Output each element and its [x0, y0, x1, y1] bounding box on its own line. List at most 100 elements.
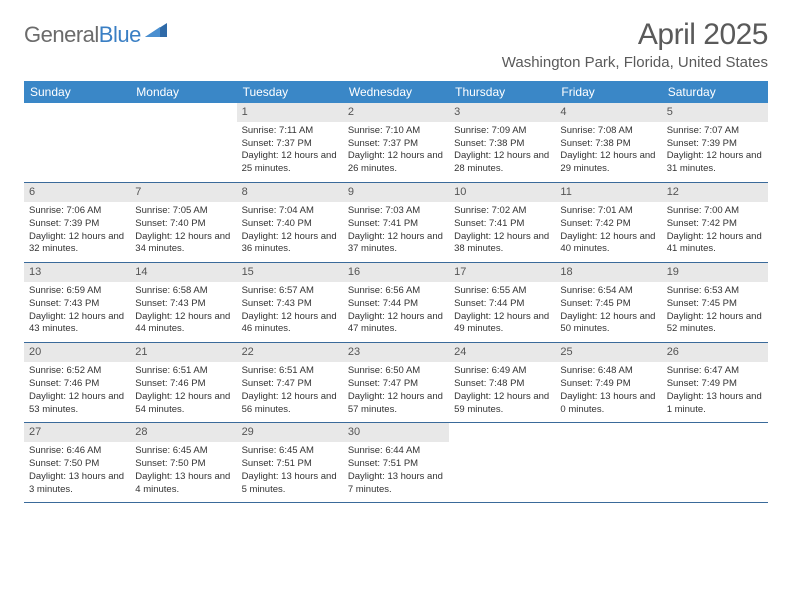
week-row: 6Sunrise: 7:06 AMSunset: 7:39 PMDaylight…	[24, 183, 768, 263]
day-cell: 6Sunrise: 7:06 AMSunset: 7:39 PMDaylight…	[24, 183, 130, 262]
day-body: Sunrise: 6:53 AMSunset: 7:45 PMDaylight:…	[662, 282, 768, 342]
day-cell: 2Sunrise: 7:10 AMSunset: 7:37 PMDaylight…	[343, 103, 449, 182]
day-cell: 30Sunrise: 6:44 AMSunset: 7:51 PMDayligh…	[343, 423, 449, 502]
day-number: 9	[343, 183, 449, 202]
daylight-line: Daylight: 12 hours and 43 minutes.	[29, 311, 125, 337]
day-header-cell: Wednesday	[343, 81, 449, 103]
day-cell: 23Sunrise: 6:50 AMSunset: 7:47 PMDayligh…	[343, 343, 449, 422]
day-header-cell: Monday	[130, 81, 236, 103]
day-cell: 28Sunrise: 6:45 AMSunset: 7:50 PMDayligh…	[130, 423, 236, 502]
sunrise-line: Sunrise: 7:10 AM	[348, 125, 444, 138]
day-body: Sunrise: 6:50 AMSunset: 7:47 PMDaylight:…	[343, 362, 449, 422]
sunset-line: Sunset: 7:39 PM	[667, 138, 763, 151]
sunset-line: Sunset: 7:47 PM	[348, 378, 444, 391]
day-body: Sunrise: 7:07 AMSunset: 7:39 PMDaylight:…	[662, 122, 768, 182]
sunrise-line: Sunrise: 6:56 AM	[348, 285, 444, 298]
empty-day-cell	[449, 423, 555, 502]
sunrise-line: Sunrise: 7:11 AM	[242, 125, 338, 138]
daylight-line: Daylight: 12 hours and 54 minutes.	[135, 391, 231, 417]
day-body: Sunrise: 7:08 AMSunset: 7:38 PMDaylight:…	[555, 122, 661, 182]
day-cell: 10Sunrise: 7:02 AMSunset: 7:41 PMDayligh…	[449, 183, 555, 262]
daylight-line: Daylight: 12 hours and 44 minutes.	[135, 311, 231, 337]
sunset-line: Sunset: 7:43 PM	[242, 298, 338, 311]
day-body: Sunrise: 6:44 AMSunset: 7:51 PMDaylight:…	[343, 442, 449, 502]
sunset-line: Sunset: 7:43 PM	[135, 298, 231, 311]
daylight-line: Daylight: 12 hours and 49 minutes.	[454, 311, 550, 337]
day-cell: 26Sunrise: 6:47 AMSunset: 7:49 PMDayligh…	[662, 343, 768, 422]
sunset-line: Sunset: 7:51 PM	[348, 458, 444, 471]
day-number: 3	[449, 103, 555, 122]
day-cell: 3Sunrise: 7:09 AMSunset: 7:38 PMDaylight…	[449, 103, 555, 182]
sunrise-line: Sunrise: 6:50 AM	[348, 365, 444, 378]
sunset-line: Sunset: 7:42 PM	[667, 218, 763, 231]
header: GeneralBlue April 2025 Washington Park, …	[24, 18, 768, 71]
day-body: Sunrise: 6:52 AMSunset: 7:46 PMDaylight:…	[24, 362, 130, 422]
sunrise-line: Sunrise: 6:59 AM	[29, 285, 125, 298]
day-header-cell: Thursday	[449, 81, 555, 103]
day-number: 20	[24, 343, 130, 362]
day-body: Sunrise: 7:04 AMSunset: 7:40 PMDaylight:…	[237, 202, 343, 262]
sunset-line: Sunset: 7:45 PM	[667, 298, 763, 311]
daylight-line: Daylight: 12 hours and 52 minutes.	[667, 311, 763, 337]
daylight-line: Daylight: 13 hours and 0 minutes.	[560, 391, 656, 417]
calendar-grid: SundayMondayTuesdayWednesdayThursdayFrid…	[24, 81, 768, 503]
empty-day-cell	[662, 423, 768, 502]
day-body: Sunrise: 7:06 AMSunset: 7:39 PMDaylight:…	[24, 202, 130, 262]
day-body: Sunrise: 7:01 AMSunset: 7:42 PMDaylight:…	[555, 202, 661, 262]
day-cell: 15Sunrise: 6:57 AMSunset: 7:43 PMDayligh…	[237, 263, 343, 342]
sunrise-line: Sunrise: 6:49 AM	[454, 365, 550, 378]
daylight-line: Daylight: 12 hours and 47 minutes.	[348, 311, 444, 337]
day-number: 27	[24, 423, 130, 442]
day-number: 12	[662, 183, 768, 202]
day-cell: 7Sunrise: 7:05 AMSunset: 7:40 PMDaylight…	[130, 183, 236, 262]
day-cell: 29Sunrise: 6:45 AMSunset: 7:51 PMDayligh…	[237, 423, 343, 502]
daylight-line: Daylight: 13 hours and 3 minutes.	[29, 471, 125, 497]
daylight-line: Daylight: 12 hours and 53 minutes.	[29, 391, 125, 417]
sunset-line: Sunset: 7:44 PM	[454, 298, 550, 311]
sunset-line: Sunset: 7:43 PM	[29, 298, 125, 311]
day-header-cell: Sunday	[24, 81, 130, 103]
day-body: Sunrise: 6:48 AMSunset: 7:49 PMDaylight:…	[555, 362, 661, 422]
day-body: Sunrise: 6:54 AMSunset: 7:45 PMDaylight:…	[555, 282, 661, 342]
day-cell: 19Sunrise: 6:53 AMSunset: 7:45 PMDayligh…	[662, 263, 768, 342]
day-cell: 9Sunrise: 7:03 AMSunset: 7:41 PMDaylight…	[343, 183, 449, 262]
empty-day-cell	[24, 103, 130, 182]
day-number: 21	[130, 343, 236, 362]
daylight-line: Daylight: 12 hours and 57 minutes.	[348, 391, 444, 417]
daylight-line: Daylight: 12 hours and 32 minutes.	[29, 231, 125, 257]
daylight-line: Daylight: 12 hours and 26 minutes.	[348, 150, 444, 176]
day-number: 29	[237, 423, 343, 442]
sunrise-line: Sunrise: 7:04 AM	[242, 205, 338, 218]
sunrise-line: Sunrise: 6:55 AM	[454, 285, 550, 298]
day-number: 17	[449, 263, 555, 282]
day-cell: 5Sunrise: 7:07 AMSunset: 7:39 PMDaylight…	[662, 103, 768, 182]
sunset-line: Sunset: 7:41 PM	[454, 218, 550, 231]
day-cell: 20Sunrise: 6:52 AMSunset: 7:46 PMDayligh…	[24, 343, 130, 422]
daylight-line: Daylight: 12 hours and 31 minutes.	[667, 150, 763, 176]
daylight-line: Daylight: 12 hours and 41 minutes.	[667, 231, 763, 257]
day-number: 26	[662, 343, 768, 362]
logo-text-2: Blue	[99, 22, 141, 47]
logo-triangle-icon	[145, 23, 167, 42]
sunrise-line: Sunrise: 6:48 AM	[560, 365, 656, 378]
day-number: 7	[130, 183, 236, 202]
sunrise-line: Sunrise: 6:52 AM	[29, 365, 125, 378]
day-body: Sunrise: 7:09 AMSunset: 7:38 PMDaylight:…	[449, 122, 555, 182]
day-number: 8	[237, 183, 343, 202]
calendar-page: GeneralBlue April 2025 Washington Park, …	[0, 0, 792, 521]
daylight-line: Daylight: 12 hours and 36 minutes.	[242, 231, 338, 257]
day-cell: 25Sunrise: 6:48 AMSunset: 7:49 PMDayligh…	[555, 343, 661, 422]
daylight-line: Daylight: 12 hours and 50 minutes.	[560, 311, 656, 337]
week-row: 27Sunrise: 6:46 AMSunset: 7:50 PMDayligh…	[24, 423, 768, 503]
sunrise-line: Sunrise: 7:02 AM	[454, 205, 550, 218]
sunset-line: Sunset: 7:47 PM	[242, 378, 338, 391]
day-cell: 27Sunrise: 6:46 AMSunset: 7:50 PMDayligh…	[24, 423, 130, 502]
day-body: Sunrise: 6:57 AMSunset: 7:43 PMDaylight:…	[237, 282, 343, 342]
day-body: Sunrise: 6:51 AMSunset: 7:47 PMDaylight:…	[237, 362, 343, 422]
day-body: Sunrise: 6:58 AMSunset: 7:43 PMDaylight:…	[130, 282, 236, 342]
day-cell: 1Sunrise: 7:11 AMSunset: 7:37 PMDaylight…	[237, 103, 343, 182]
sunset-line: Sunset: 7:41 PM	[348, 218, 444, 231]
daylight-line: Daylight: 12 hours and 34 minutes.	[135, 231, 231, 257]
day-cell: 18Sunrise: 6:54 AMSunset: 7:45 PMDayligh…	[555, 263, 661, 342]
sunrise-line: Sunrise: 7:08 AM	[560, 125, 656, 138]
